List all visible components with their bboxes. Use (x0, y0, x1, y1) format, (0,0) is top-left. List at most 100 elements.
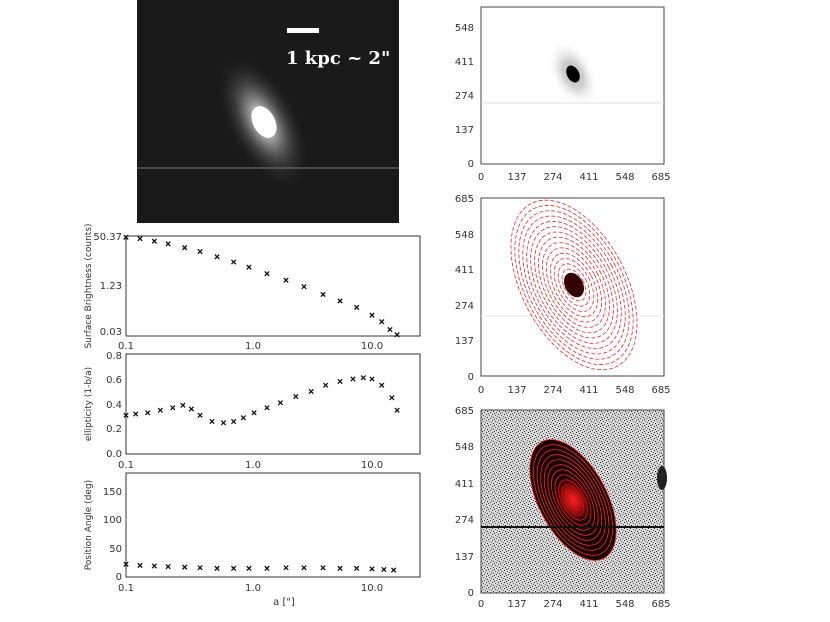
p1-xtick: 548 (615, 172, 634, 183)
isophote-ellipse (557, 263, 591, 307)
model-ellipse (543, 459, 603, 541)
p2-ytick: 685 (455, 194, 474, 205)
ell-data-point (123, 412, 129, 418)
p3-xtick: 274 (543, 599, 562, 610)
isophote-ellipse (549, 252, 599, 318)
isophote-ellipse (542, 242, 606, 328)
p2-ytick: 548 (455, 230, 474, 241)
isophote-ellipse (553, 258, 595, 312)
ell-data-point (337, 378, 343, 385)
ellipticity-plot: ellipticity (1-b/a) 0.0 0.2 0.4 0.6 0.8 (84, 351, 421, 460)
ell-data-point (157, 407, 163, 413)
sb-data-point (230, 259, 237, 265)
p1-ytick: 274 (455, 91, 474, 102)
pa-xtick: 0.1 (118, 583, 134, 594)
ell-data-point (220, 420, 227, 426)
pa-data-point (381, 566, 387, 573)
p3-ytick: 411 (455, 479, 474, 490)
pa-ytick: 150 (103, 487, 122, 498)
image-panel-2: 0 137 274 411 548 685 0 137 274 411 548 … (455, 194, 671, 396)
pa-data-point (165, 563, 171, 570)
pa-data-point (369, 566, 375, 572)
pa-data-point (137, 562, 143, 569)
ell-data-point (293, 393, 299, 400)
pa-data-point (353, 565, 360, 571)
sb-data-point (379, 319, 385, 325)
sb-data-point (387, 326, 393, 333)
ell-data-point (379, 382, 385, 388)
p2-xtick: 548 (615, 385, 634, 396)
isophote-ellipse (522, 215, 626, 355)
pa-data-point (301, 565, 307, 571)
scale-bar-label: 1 kpc ~ 2" (286, 48, 390, 69)
pa-data-point (230, 565, 237, 571)
p1-ytick: 548 (455, 23, 474, 34)
p2-xtick: 411 (579, 385, 598, 396)
ell-data-point (240, 415, 247, 421)
isophote-ellipse (510, 199, 638, 371)
pa-data-point (182, 564, 188, 570)
ell-data-point (251, 410, 257, 416)
galaxy-core (251, 106, 277, 138)
p1-xtick: 0 (478, 172, 484, 183)
galaxy-image-panel: 1 kpc ~ 2" (137, 0, 399, 223)
p2-ytick: 411 (455, 265, 474, 276)
sb-data-point (151, 238, 158, 244)
model-ellipse (547, 464, 599, 536)
ell-data-point (277, 400, 284, 406)
model-contours (529, 439, 617, 561)
pa-ytick: 50 (109, 544, 122, 555)
p1-ytick: 137 (455, 125, 474, 136)
panel3-core (552, 475, 594, 525)
sb-data-point (165, 241, 171, 247)
ell-ytick: 0.2 (106, 424, 122, 435)
sb-data-point (246, 264, 252, 270)
sb-ytick: 0.03 (100, 327, 122, 338)
pa-plot-frame (125, 472, 421, 578)
p2-ytick: 137 (455, 336, 474, 347)
isophote-ellipse (545, 247, 603, 323)
model-ellipse (536, 449, 610, 551)
ell-data-point (394, 407, 400, 413)
sb-data-point (123, 234, 129, 240)
panel3-companion (657, 466, 667, 490)
image-panel-1: 0 137 274 411 548 0 137 274 411 548 685 (455, 6, 671, 183)
sb-xtick: 0.1 (118, 341, 134, 352)
isophote-ellipse (561, 268, 587, 302)
model-ellipse (529, 439, 617, 561)
ell-data-point (389, 395, 395, 401)
isophote-ellipse (538, 236, 610, 334)
isophote-ellipse (514, 205, 634, 365)
p1-xtick: 685 (651, 172, 670, 183)
pa-ytick: 100 (103, 515, 122, 526)
panel1-core (566, 65, 580, 83)
pa-ytick: 0 (116, 572, 122, 583)
pa-data-point (264, 565, 270, 571)
sb-xtick: 10.0 (361, 341, 383, 352)
isophote-ellipse (526, 220, 622, 350)
sb-ylabel: Surface Brightness (counts) (84, 223, 94, 348)
sb-data-point (182, 245, 188, 251)
ell-points (123, 375, 400, 426)
isophote-ellipse (518, 210, 630, 360)
pa-points (123, 561, 397, 573)
ell-xtick: 0.1 (118, 460, 134, 471)
ell-ylabel: ellipticity (1-b/a) (84, 367, 94, 441)
ell-ytick: 0.4 (106, 400, 122, 411)
ell-data-point (180, 402, 186, 408)
ell-data-point (197, 412, 203, 418)
sb-plot-frame (125, 235, 421, 337)
p2-xtick: 274 (543, 385, 562, 396)
pa-data-point (197, 565, 203, 571)
pa-data-point (151, 563, 158, 569)
ell-data-point (369, 376, 375, 382)
profile-xlabel: a ["] (273, 597, 295, 608)
p3-ytick: 685 (455, 406, 474, 417)
pa-data-point (337, 565, 343, 571)
pa-data-point (246, 565, 252, 571)
model-ellipse (533, 444, 613, 556)
sb-xtick: 1.0 (245, 341, 261, 352)
ell-data-point (308, 388, 314, 395)
sb-data-point (197, 248, 203, 255)
